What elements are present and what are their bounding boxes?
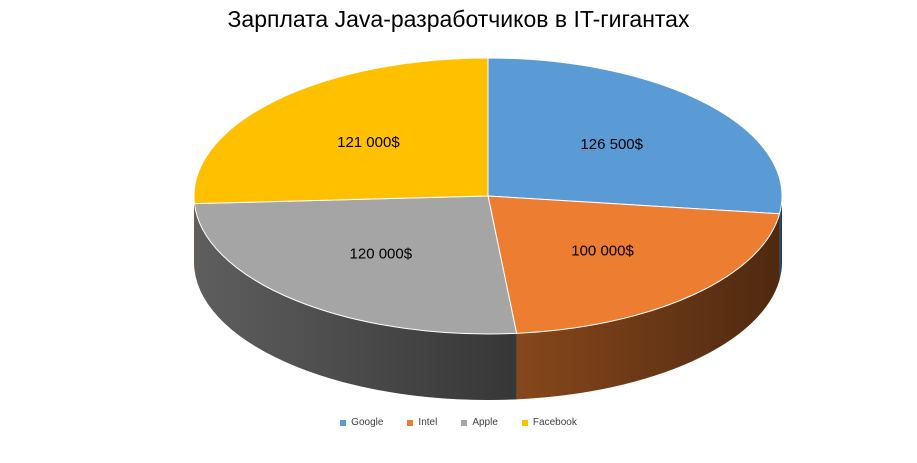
pie-side-shade-google	[779, 196, 783, 280]
pie-side-shade-apple	[194, 203, 517, 400]
pie-slice-facebook	[193, 57, 489, 205]
legend-item-facebook: Facebook	[521, 417, 577, 428]
pie-slice-intel	[487, 195, 781, 334]
data-label-facebook: 121 000$	[337, 134, 400, 151]
data-label-google: 126 500$	[580, 136, 643, 153]
pie-slice-google	[487, 57, 783, 215]
pie-tops	[193, 57, 783, 335]
legend-swatch-apple	[461, 419, 468, 426]
pie-side-shade-intel	[516, 213, 780, 400]
legend-swatch-facebook	[521, 419, 528, 426]
legend-item-intel: Intel	[407, 417, 437, 428]
pie-sides	[194, 196, 783, 400]
legend-item-google: Google	[340, 417, 383, 428]
pie-labels: 126 500$ 100 000$ 120 000$ 121 000$	[337, 134, 644, 263]
chart-title: Зарплата Java-разработчиков в IT-гиганта…	[227, 6, 690, 32]
legend-label-intel: Intel	[418, 417, 438, 428]
pie-slice-apple	[193, 195, 518, 335]
data-label-intel: 100 000$	[571, 242, 634, 259]
data-label-apple: 120 000$	[350, 246, 413, 263]
legend-label-facebook: Facebook	[532, 417, 577, 428]
legend-swatch-intel	[407, 419, 414, 426]
legend-label-google: Google	[351, 417, 384, 428]
legend-item-apple: Apple	[461, 417, 498, 428]
legend-swatch-google	[340, 419, 347, 426]
legend-label-apple: Apple	[472, 417, 498, 428]
chart-legend: Google Intel Apple Facebook	[0, 417, 917, 428]
